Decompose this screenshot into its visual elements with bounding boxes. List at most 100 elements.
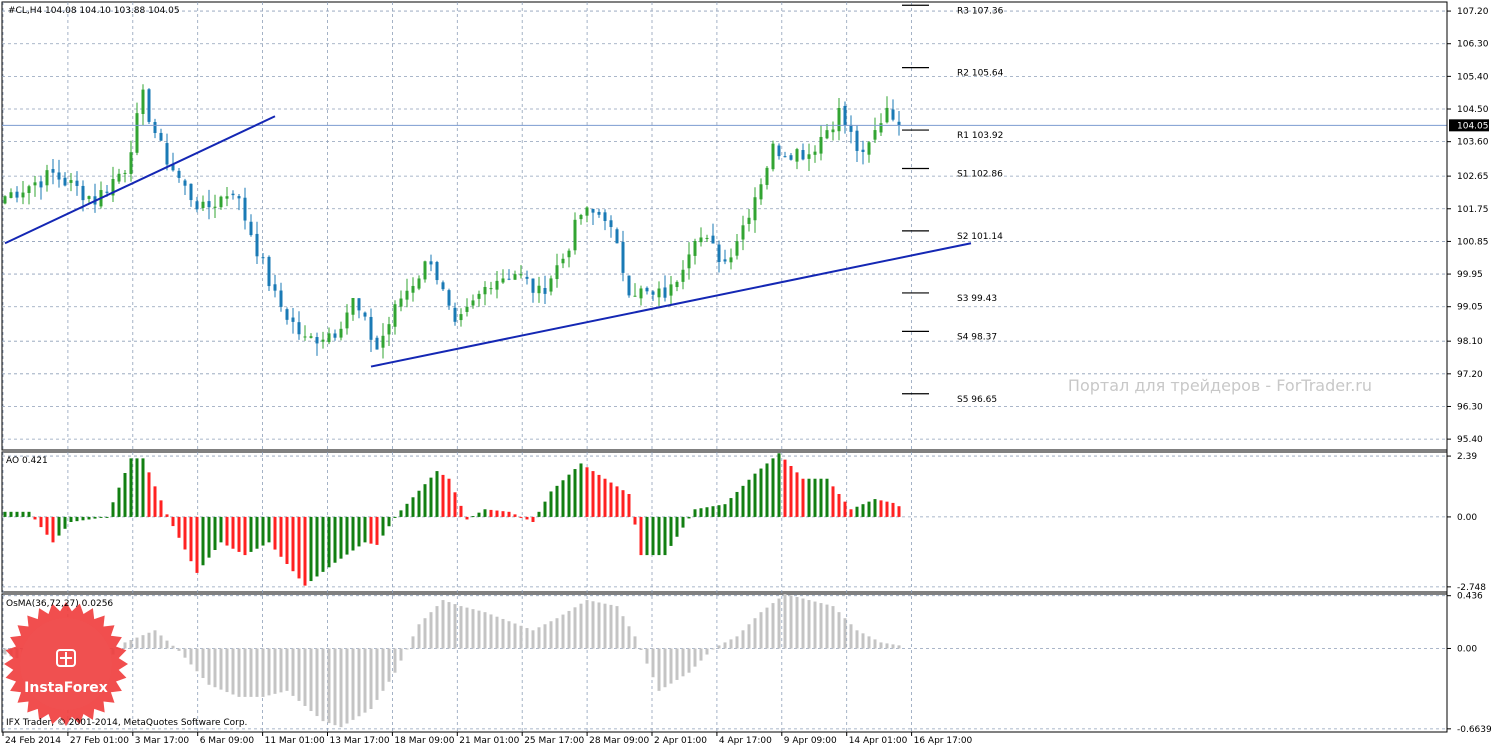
candle-body [615,229,619,244]
histogram-bar [195,648,199,672]
histogram-bar [651,648,655,678]
candle [3,195,7,205]
histogram-bar [849,509,853,517]
candle-body [399,298,403,307]
trend-line[interactable] [4,115,276,245]
candle-body [813,151,817,155]
histogram-bar [231,516,235,549]
candle [309,333,313,339]
histogram-bar [429,477,433,517]
histogram-bar [75,516,79,522]
histogram-bar [543,624,547,649]
histogram-bar [501,511,505,517]
histogram-bar [387,516,391,527]
candle [561,253,565,269]
ao-frame [1,451,1448,593]
histogram-bar [411,636,415,649]
histogram-bar [663,648,667,688]
candle-body [657,288,661,298]
histogram-bar [135,458,139,517]
histogram-bar [399,648,403,661]
histogram-bar [585,600,589,649]
candle-body [369,316,373,340]
candle-body [357,298,361,311]
candle-body [231,193,235,196]
candle-body [597,211,601,215]
histogram-bar [885,643,889,649]
histogram-bar [573,469,577,517]
histogram-bar [765,463,769,517]
candle [75,171,79,196]
histogram-bar [165,640,169,649]
time-tick-label: 3 Mar 17:00 [135,736,190,746]
candle-body [795,149,799,162]
histogram-bar [387,648,391,682]
histogram-bar [789,466,793,517]
trend-line[interactable] [370,242,972,368]
histogram-bar [45,516,49,535]
histogram-bar [447,478,451,517]
histogram-bar [867,636,871,649]
histogram-bar [597,474,601,517]
histogram-bar [381,648,385,691]
histogram-bar [723,504,727,517]
candle [369,308,373,353]
candle-body [87,196,91,199]
histogram-bar [861,504,865,517]
histogram-bar [735,636,739,649]
histogram-bar [687,516,691,519]
histogram-bar [15,511,19,517]
histogram-bar [423,484,427,517]
candle [33,176,37,197]
histogram-bar [843,501,847,517]
candle-body [495,280,499,290]
histogram-bar [567,474,571,517]
histogram-bar [477,512,481,517]
histogram-bar [345,516,349,555]
candle-body [693,241,697,256]
candle [141,84,145,126]
histogram-bar [477,610,481,649]
price-tick-label: 97.20 [1457,370,1483,380]
histogram-bar [447,602,451,649]
candle [177,168,181,183]
candle-body [855,130,859,151]
histogram-bar [201,516,205,566]
histogram-bar [369,516,373,544]
histogram-bar [309,648,313,712]
candle [549,275,553,296]
candle [777,143,781,160]
candle-body [111,179,115,196]
candle [297,311,301,340]
candle [183,178,187,195]
histogram-bar [663,516,667,556]
histogram-bar [411,497,415,517]
histogram-bar [519,625,523,649]
candle [357,298,361,319]
candle [705,234,709,243]
histogram-bar [213,648,217,688]
histogram-bar [183,516,187,550]
candle [813,145,817,163]
histogram-bar [717,505,721,517]
histogram-bar [597,602,601,649]
histogram-bar [759,468,763,517]
histogram-bar [315,516,319,577]
price-tick-label: 95.40 [1457,435,1483,445]
candle-body [171,164,175,171]
candle [285,307,289,325]
histogram-bar [801,478,805,517]
histogram-bar [393,648,397,673]
candle-body [483,286,487,295]
candle-body [663,287,667,298]
histogram-bar [615,486,619,517]
histogram-bar [27,511,31,517]
time-tick-label: 11 Mar 01:00 [265,736,325,746]
histogram-bar [675,648,679,680]
candle-body [285,309,289,320]
histogram-bar [621,490,625,517]
histogram-bar [195,516,199,573]
candle-body [789,155,793,160]
time-tick-label: 2 Apr 01:00 [654,736,707,746]
